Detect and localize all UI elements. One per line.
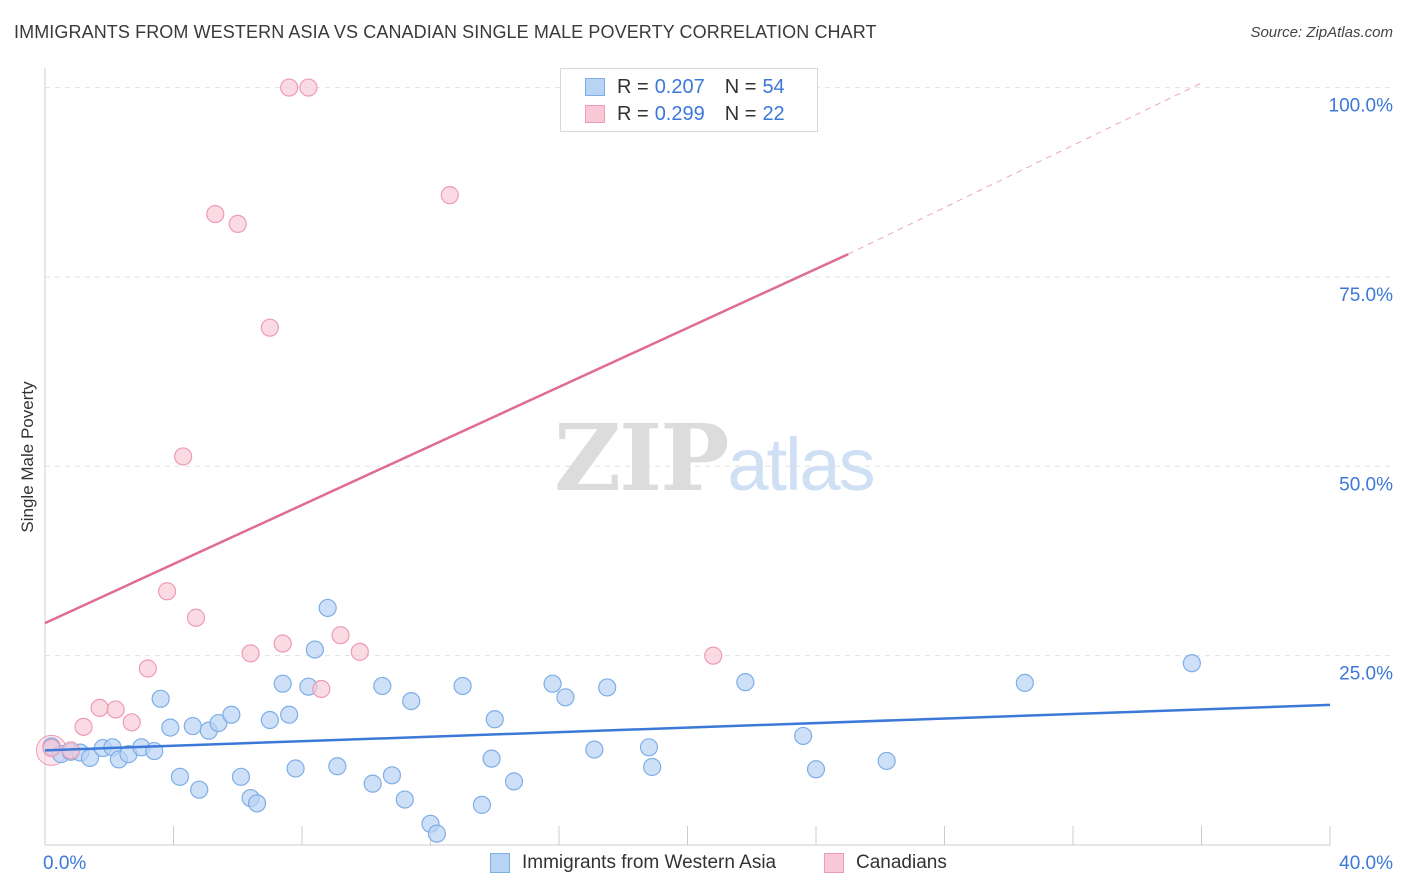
data-point-canadians — [704, 646, 723, 665]
legend-label-immigrants: Immigrants from Western Asia — [522, 852, 777, 873]
legend-swatch-pink — [824, 853, 844, 873]
data-point-immigrants — [643, 757, 662, 777]
data-point-immigrants — [280, 705, 299, 724]
data-point-canadians — [440, 186, 459, 205]
data-point-immigrants — [1182, 654, 1201, 673]
data-point-immigrants — [1015, 673, 1034, 693]
watermark-atlas: atlas — [727, 423, 875, 506]
data-point-immigrants — [151, 689, 170, 708]
data-point-immigrants — [504, 772, 524, 791]
data-point-canadians — [241, 644, 260, 663]
legend-swatch-blue — [585, 78, 605, 96]
data-point-immigrants — [382, 766, 402, 785]
legend-r-value: 0.207 — [654, 75, 705, 98]
data-point-canadians — [280, 78, 299, 97]
data-point-canadians — [206, 204, 225, 224]
legend-n-value: 54 — [762, 75, 785, 98]
x-tick-label: 40.0% — [1339, 853, 1393, 874]
y-axis-title: Single Male Poverty — [18, 381, 37, 533]
data-point-immigrants — [543, 674, 562, 693]
data-point-immigrants — [806, 760, 826, 779]
data-point-immigrants — [402, 691, 421, 711]
data-point-immigrants — [190, 780, 209, 799]
data-point-immigrants — [639, 738, 659, 757]
legend-n-label: N = — [724, 75, 757, 98]
data-point-canadians — [74, 717, 93, 736]
data-point-canadians — [273, 634, 292, 653]
data-point-immigrants — [222, 705, 241, 724]
legend-n-label: N = — [724, 102, 757, 125]
data-point-canadians — [174, 447, 193, 466]
data-point-immigrants — [736, 673, 755, 692]
data-point-canadians — [138, 659, 157, 678]
data-point-immigrants — [373, 676, 392, 696]
legend-row-immigrants: R = 0.207 N = 54 — [585, 75, 785, 99]
data-point-immigrants — [318, 598, 337, 618]
legend-label-canadians: Canadians — [856, 852, 947, 873]
watermark-zip: ZIP — [554, 404, 729, 512]
data-point-immigrants — [556, 688, 575, 707]
y-tick-label: 100.0% — [1329, 96, 1394, 117]
data-point-immigrants — [286, 759, 305, 778]
data-point-canadians — [312, 679, 331, 699]
y-tick-label: 50.0% — [1339, 474, 1393, 495]
legend-r-label: R = — [617, 102, 649, 125]
data-point-immigrants — [209, 713, 228, 733]
data-point-immigrants — [247, 794, 267, 813]
data-point-immigrants — [328, 757, 347, 776]
data-point-immigrants — [183, 716, 202, 736]
y-tick-label: 75.0% — [1339, 285, 1393, 306]
x-tick-label: 0.0% — [43, 853, 86, 874]
legend-r-value: 0.299 — [654, 102, 705, 125]
data-point-immigrants — [161, 718, 180, 737]
data-point-canadians — [186, 608, 206, 627]
legend-n-value: 22 — [762, 102, 785, 125]
data-point-canadians — [260, 318, 279, 337]
trendline-immigrants — [44, 703, 1331, 752]
y-tick-label: 25.0% — [1339, 664, 1393, 685]
legend-swatch-blue — [490, 853, 510, 873]
bottom-legend-immigrants: Immigrants from Western Asia — [490, 852, 776, 874]
data-point-immigrants — [231, 767, 251, 786]
data-point-immigrants — [170, 767, 190, 786]
data-point-canadians — [299, 78, 318, 97]
data-point-canadians — [350, 642, 369, 661]
stats-legend: R = 0.207 N = 54 R = 0.299 N = 22 — [560, 68, 818, 132]
data-point-immigrants — [260, 710, 279, 730]
data-point-immigrants — [363, 774, 382, 793]
data-point-canadians — [42, 738, 61, 758]
data-point-canadians — [106, 700, 125, 719]
legend-swatch-pink — [585, 105, 605, 123]
data-point-immigrants — [598, 678, 617, 697]
data-point-immigrants — [794, 726, 813, 746]
data-point-canadians — [122, 713, 141, 732]
data-point-immigrants — [273, 674, 292, 693]
data-point-immigrants — [305, 640, 324, 659]
data-point-immigrants — [395, 790, 414, 809]
data-point-canadians — [331, 626, 350, 645]
source-credit: Source: ZipAtlas.com — [1250, 24, 1393, 41]
data-point-immigrants — [485, 710, 504, 729]
data-point-immigrants — [482, 749, 501, 768]
legend-row-canadians: R = 0.299 N = 22 — [585, 102, 785, 126]
data-point-canadians — [90, 698, 109, 718]
trendline-canadians-extension — [847, 82, 1202, 255]
data-point-canadians — [228, 214, 247, 234]
data-point-immigrants — [472, 795, 491, 814]
data-point-immigrants — [453, 676, 472, 696]
watermark: ZIPatlas — [554, 404, 876, 512]
data-point-immigrants — [427, 824, 447, 843]
legend-r-label: R = — [617, 75, 649, 98]
bottom-legend-canadians: Canadians — [824, 852, 947, 874]
data-point-immigrants — [877, 751, 896, 771]
trendline-canadians — [44, 253, 849, 625]
data-point-immigrants — [585, 740, 604, 759]
chart-title: IMMIGRANTS FROM WESTERN ASIA VS CANADIAN… — [14, 22, 877, 42]
data-point-canadians — [157, 582, 177, 601]
